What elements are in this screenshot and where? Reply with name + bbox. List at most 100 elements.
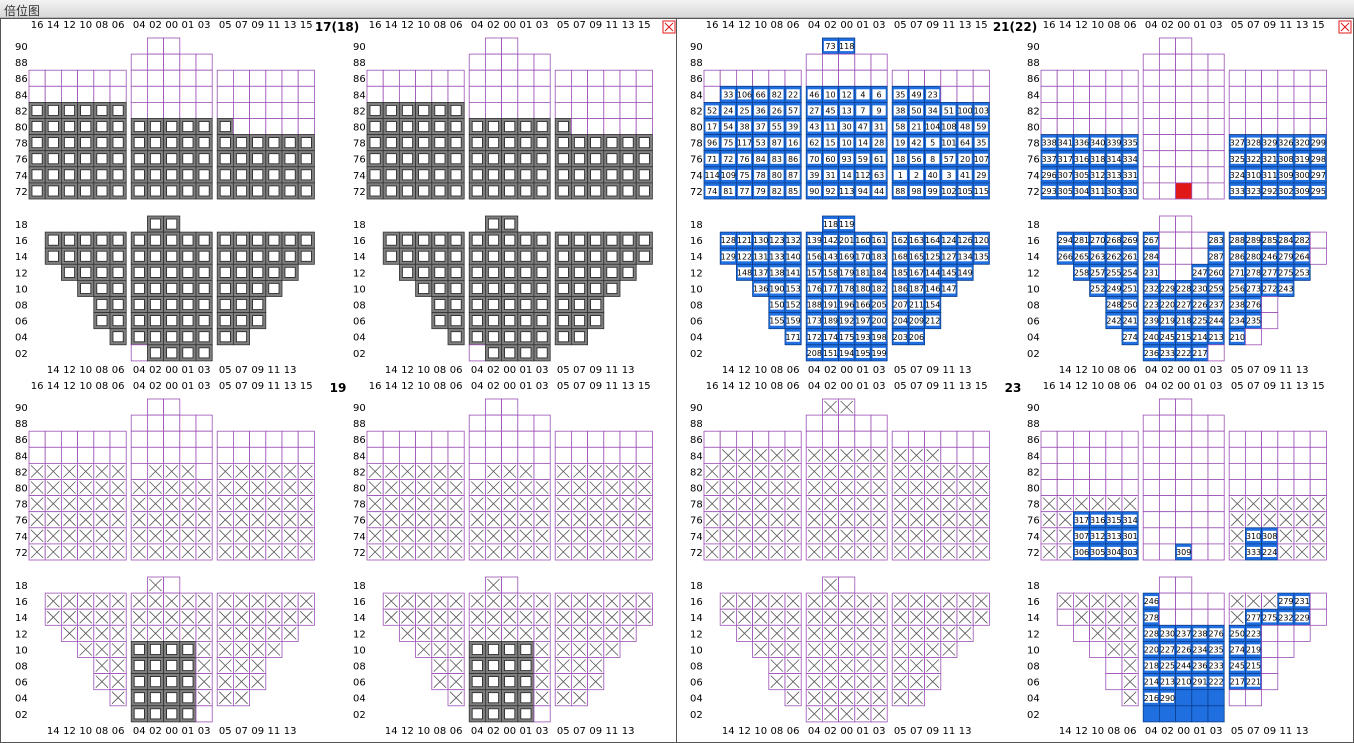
empty-slot-cell[interactable] — [232, 641, 250, 658]
close-icon[interactable] — [662, 20, 676, 34]
empty-slot-cell[interactable] — [249, 69, 267, 87]
empty-slot-cell[interactable] — [838, 414, 856, 432]
empty-slot-cell[interactable] — [1056, 608, 1074, 626]
empty-slot-cell[interactable] — [736, 592, 754, 610]
blue-slot-cell[interactable]: 293 — [1040, 182, 1058, 200]
gray-slot-cell[interactable] — [517, 673, 535, 691]
gray-slot-cell[interactable] — [533, 150, 551, 168]
empty-slot-cell[interactable] — [533, 495, 551, 513]
blue-slot-cell[interactable]: 38 — [891, 102, 909, 119]
blue-slot-cell[interactable]: 214 — [1191, 328, 1209, 346]
empty-slot-cell[interactable] — [1277, 495, 1295, 513]
empty-slot-cell[interactable] — [431, 495, 449, 513]
empty-slot-cell[interactable] — [77, 511, 95, 529]
gray-slot-cell[interactable] — [533, 247, 551, 265]
empty-slot-cell[interactable] — [1293, 118, 1311, 136]
empty-slot-cell[interactable] — [1191, 430, 1209, 448]
empty-slot-cell[interactable] — [61, 495, 79, 513]
gray-slot-cell[interactable] — [216, 182, 234, 200]
empty-slot-cell[interactable] — [1089, 641, 1107, 658]
blue-slot-cell[interactable]: 31 — [822, 166, 840, 184]
empty-slot-cell[interactable] — [587, 592, 605, 610]
blue-slot-cell[interactable]: 124 — [940, 231, 958, 249]
gray-slot-cell[interactable] — [501, 705, 519, 723]
empty-slot-cell[interactable] — [1142, 182, 1160, 200]
empty-slot-cell[interactable] — [146, 69, 164, 87]
gray-slot-cell[interactable] — [484, 231, 502, 249]
empty-slot-cell[interactable] — [1105, 85, 1123, 103]
empty-slot-cell[interactable] — [93, 430, 111, 448]
empty-slot-cell[interactable] — [736, 479, 754, 497]
gray-slot-cell[interactable] — [44, 118, 62, 136]
empty-slot-cell[interactable] — [1309, 102, 1327, 119]
empty-slot-cell[interactable] — [838, 479, 856, 497]
empty-slot-cell[interactable] — [1056, 511, 1074, 529]
gray-slot-cell[interactable] — [249, 134, 267, 152]
empty-slot-cell[interactable] — [870, 543, 888, 561]
gray-slot-cell[interactable] — [130, 328, 148, 346]
gray-slot-cell[interactable] — [571, 263, 589, 281]
blue-slot-cell[interactable]: 225 — [1159, 657, 1177, 675]
gray-slot-cell[interactable] — [146, 263, 164, 281]
empty-slot-cell[interactable] — [908, 689, 926, 707]
empty-slot-cell[interactable] — [1159, 69, 1177, 87]
empty-slot-cell[interactable] — [1159, 446, 1177, 464]
blue-slot-cell[interactable]: 77 — [736, 182, 754, 200]
empty-slot-cell[interactable] — [1142, 495, 1160, 513]
gray-slot-cell[interactable] — [146, 673, 164, 691]
empty-slot-cell[interactable] — [854, 527, 872, 545]
gray-slot-cell[interactable] — [517, 247, 535, 265]
gray-slot-cell[interactable] — [146, 279, 164, 297]
blue-slot-cell[interactable]: 263 — [1089, 247, 1107, 265]
empty-slot-cell[interactable] — [163, 527, 181, 545]
gray-slot-cell[interactable] — [146, 215, 164, 233]
empty-slot-cell[interactable] — [216, 673, 234, 691]
blue-slot-cell[interactable]: 220 — [1142, 641, 1160, 658]
empty-slot-cell[interactable] — [44, 543, 62, 561]
empty-slot-cell[interactable] — [554, 511, 572, 529]
empty-slot-cell[interactable] — [1159, 430, 1177, 448]
gray-slot-cell[interactable] — [382, 102, 400, 119]
empty-slot-cell[interactable] — [1105, 673, 1123, 691]
empty-slot-cell[interactable] — [431, 446, 449, 464]
empty-slot-cell[interactable] — [870, 69, 888, 87]
blue-slot-cell[interactable]: 171 — [784, 328, 802, 346]
empty-slot-cell[interactable] — [382, 608, 400, 626]
empty-slot-cell[interactable] — [179, 543, 197, 561]
empty-slot-cell[interactable] — [533, 608, 551, 626]
empty-slot-cell[interactable] — [838, 543, 856, 561]
gray-slot-cell[interactable] — [130, 705, 148, 723]
empty-slot-cell[interactable] — [956, 495, 974, 513]
empty-slot-cell[interactable] — [870, 641, 888, 658]
gray-slot-cell[interactable] — [431, 118, 449, 136]
empty-slot-cell[interactable] — [571, 689, 589, 707]
empty-slot-cell[interactable] — [1089, 69, 1107, 87]
blue-slot-cell[interactable]: 222 — [1207, 673, 1225, 691]
empty-slot-cell[interactable] — [249, 657, 267, 675]
empty-slot-cell[interactable] — [533, 624, 551, 642]
empty-slot-cell[interactable] — [1121, 430, 1139, 448]
blue-slot-cell[interactable]: 238 — [1228, 296, 1246, 314]
gray-slot-cell[interactable] — [382, 231, 400, 249]
gray-slot-cell[interactable] — [533, 328, 551, 346]
gray-slot-cell[interactable] — [77, 247, 95, 265]
empty-slot-cell[interactable] — [822, 527, 840, 545]
empty-slot-cell[interactable] — [533, 479, 551, 497]
empty-slot-cell[interactable] — [249, 479, 267, 497]
gray-slot-cell[interactable] — [109, 312, 127, 330]
gray-slot-cell[interactable] — [130, 182, 148, 200]
empty-slot-cell[interactable] — [805, 624, 823, 642]
empty-slot-cell[interactable] — [587, 641, 605, 658]
blue-slot-cell[interactable]: 336 — [1073, 134, 1091, 152]
empty-slot-cell[interactable] — [635, 608, 653, 626]
gray-slot-cell[interactable] — [130, 279, 148, 297]
blue-slot-cell[interactable]: 158 — [822, 263, 840, 281]
empty-slot-cell[interactable] — [265, 479, 283, 497]
empty-slot-cell[interactable] — [265, 495, 283, 513]
gray-slot-cell[interactable] — [216, 296, 234, 314]
empty-slot-cell[interactable] — [163, 446, 181, 464]
blue-slot-cell[interactable]: 242 — [1105, 312, 1123, 330]
empty-slot-cell[interactable] — [1293, 511, 1311, 529]
empty-slot-cell[interactable] — [484, 543, 502, 561]
gray-slot-cell[interactable] — [146, 166, 164, 184]
